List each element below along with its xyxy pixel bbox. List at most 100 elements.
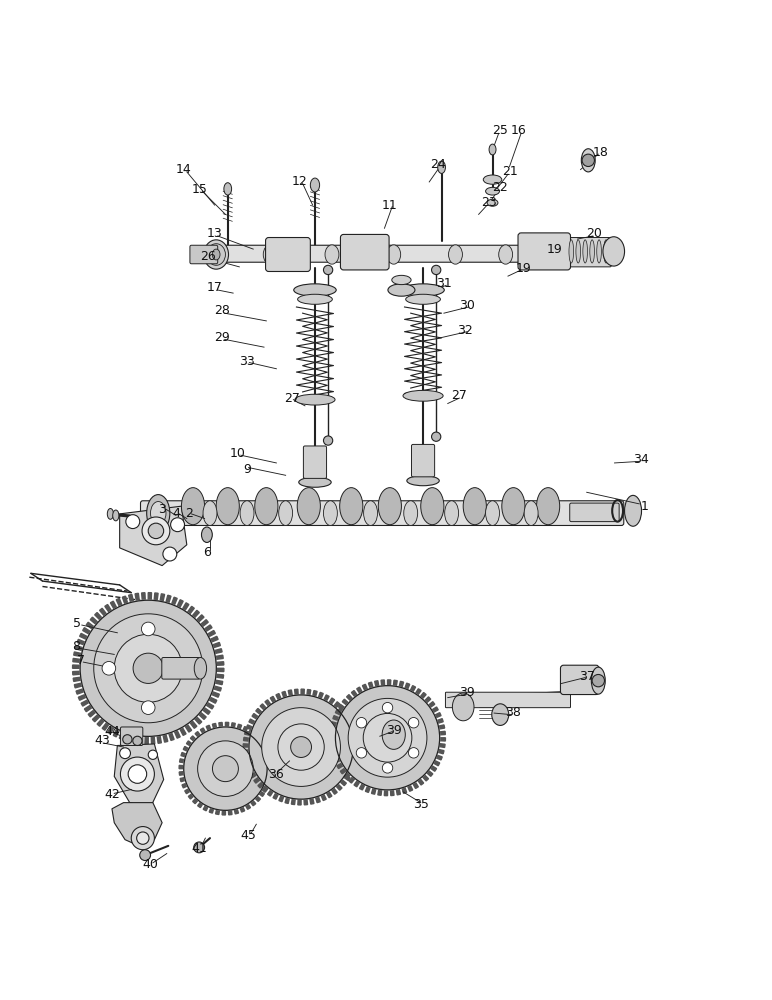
- Circle shape: [93, 614, 203, 723]
- Polygon shape: [222, 810, 225, 815]
- Circle shape: [323, 436, 333, 445]
- Text: 33: 33: [239, 355, 255, 368]
- Polygon shape: [432, 707, 438, 713]
- Ellipse shape: [576, 240, 581, 263]
- Polygon shape: [187, 741, 192, 746]
- Circle shape: [128, 765, 147, 783]
- Polygon shape: [295, 689, 298, 695]
- Polygon shape: [213, 686, 222, 691]
- Polygon shape: [362, 684, 367, 691]
- Circle shape: [142, 517, 170, 545]
- Ellipse shape: [449, 245, 462, 264]
- Ellipse shape: [597, 240, 601, 263]
- Polygon shape: [352, 734, 358, 738]
- Polygon shape: [331, 722, 337, 726]
- Polygon shape: [422, 775, 428, 781]
- Polygon shape: [267, 769, 272, 772]
- Polygon shape: [331, 788, 337, 794]
- Polygon shape: [179, 772, 185, 775]
- Polygon shape: [351, 691, 357, 697]
- Polygon shape: [347, 695, 353, 701]
- FancyBboxPatch shape: [266, 238, 310, 271]
- Ellipse shape: [297, 294, 332, 304]
- Circle shape: [382, 702, 393, 713]
- Polygon shape: [234, 809, 239, 814]
- Circle shape: [382, 763, 393, 773]
- Polygon shape: [248, 730, 253, 735]
- Ellipse shape: [382, 720, 405, 749]
- Ellipse shape: [297, 488, 320, 525]
- Text: 44: 44: [104, 725, 120, 738]
- Polygon shape: [351, 759, 357, 763]
- Text: 42: 42: [104, 788, 120, 801]
- Polygon shape: [433, 760, 440, 766]
- Text: 19: 19: [547, 243, 562, 256]
- Polygon shape: [122, 596, 127, 604]
- Ellipse shape: [625, 495, 642, 526]
- Polygon shape: [185, 724, 191, 732]
- Ellipse shape: [401, 284, 445, 296]
- Polygon shape: [198, 802, 203, 808]
- Polygon shape: [205, 702, 214, 709]
- Polygon shape: [353, 741, 359, 744]
- Polygon shape: [357, 687, 362, 694]
- Polygon shape: [350, 728, 357, 733]
- Circle shape: [198, 741, 253, 796]
- Circle shape: [184, 727, 267, 810]
- Polygon shape: [273, 793, 279, 799]
- Polygon shape: [410, 686, 415, 692]
- Ellipse shape: [591, 667, 605, 694]
- Polygon shape: [255, 796, 260, 801]
- Ellipse shape: [212, 249, 220, 260]
- Polygon shape: [435, 713, 441, 718]
- Circle shape: [148, 750, 157, 759]
- Polygon shape: [374, 681, 379, 687]
- Circle shape: [120, 757, 154, 791]
- Polygon shape: [120, 506, 187, 566]
- Polygon shape: [438, 749, 444, 754]
- Polygon shape: [75, 646, 83, 651]
- Polygon shape: [347, 770, 354, 775]
- Polygon shape: [252, 734, 258, 739]
- Polygon shape: [262, 786, 268, 791]
- Polygon shape: [185, 789, 191, 794]
- Text: 39: 39: [459, 686, 475, 700]
- Ellipse shape: [391, 275, 411, 285]
- Text: 2: 2: [185, 507, 193, 520]
- Polygon shape: [438, 725, 445, 729]
- Text: 37: 37: [579, 670, 594, 683]
- Text: 31: 31: [436, 277, 452, 290]
- Polygon shape: [97, 718, 104, 726]
- Polygon shape: [73, 665, 80, 668]
- Circle shape: [356, 718, 367, 728]
- Text: 14: 14: [176, 163, 191, 176]
- Ellipse shape: [279, 501, 293, 525]
- Circle shape: [133, 653, 164, 683]
- Polygon shape: [245, 761, 252, 766]
- Polygon shape: [181, 752, 186, 757]
- Polygon shape: [240, 807, 245, 812]
- Ellipse shape: [310, 178, 320, 192]
- Polygon shape: [214, 649, 222, 654]
- Polygon shape: [270, 696, 276, 703]
- Text: 20: 20: [587, 227, 602, 240]
- Circle shape: [80, 600, 216, 736]
- Ellipse shape: [583, 240, 587, 263]
- Polygon shape: [384, 790, 388, 796]
- Circle shape: [131, 827, 154, 850]
- Ellipse shape: [323, 501, 337, 525]
- Polygon shape: [145, 736, 148, 744]
- Circle shape: [408, 718, 419, 728]
- Polygon shape: [310, 798, 314, 804]
- Text: 26: 26: [201, 250, 216, 263]
- Polygon shape: [340, 768, 347, 774]
- Polygon shape: [259, 791, 264, 796]
- Ellipse shape: [483, 175, 502, 184]
- Polygon shape: [190, 720, 197, 728]
- Polygon shape: [327, 791, 332, 798]
- Polygon shape: [439, 738, 445, 741]
- Text: 41: 41: [191, 842, 207, 855]
- Ellipse shape: [421, 488, 444, 525]
- Polygon shape: [208, 697, 217, 703]
- Ellipse shape: [147, 495, 170, 532]
